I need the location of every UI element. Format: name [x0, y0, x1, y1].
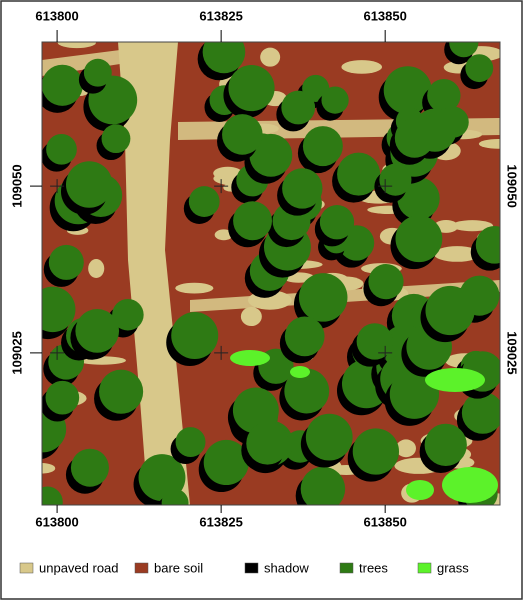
legend-swatch: [245, 563, 258, 573]
tree-crown: [465, 54, 493, 82]
tree-crown: [102, 124, 131, 153]
x-tick-label-top: 613825: [199, 8, 242, 23]
tree-crown: [425, 424, 467, 466]
legend-label: shadow: [264, 560, 309, 575]
x-tick-label-top: 613800: [35, 8, 78, 23]
land-cover-map: [14, 28, 517, 524]
tree-crown: [71, 449, 109, 487]
y-tick-label-left: 109025: [9, 331, 24, 374]
x-tick-label-bottom: 613850: [363, 514, 406, 529]
road-patch: [341, 60, 382, 74]
x-tick-label-bottom: 613800: [35, 514, 78, 529]
grass-patch: [442, 467, 498, 503]
y-tick-label-right: 109050: [505, 164, 520, 207]
grass-patch: [290, 366, 310, 378]
tree-crown: [99, 370, 143, 414]
tree-crown: [46, 381, 80, 415]
tree-crown: [368, 264, 403, 299]
tree-crown: [233, 201, 272, 240]
legend-label: trees: [359, 560, 388, 575]
grass-patch: [230, 350, 270, 366]
grass-patch: [406, 480, 434, 500]
tree-crown: [228, 65, 274, 111]
tree-crown: [320, 205, 354, 239]
tree-crown: [42, 65, 83, 106]
tree-crown: [395, 118, 434, 157]
tree-crown: [176, 427, 206, 457]
tree-crown: [46, 134, 77, 165]
road-patch: [396, 439, 416, 457]
tree-crown: [321, 86, 348, 113]
tree-crown: [246, 422, 288, 464]
tree-crown: [462, 392, 504, 434]
y-tick-label-left: 109050: [9, 164, 24, 207]
tree-crown: [303, 126, 343, 166]
tree-crown: [84, 59, 112, 87]
tree-crown: [66, 161, 113, 208]
tree-crown: [285, 317, 325, 357]
tree-crown: [171, 312, 218, 359]
legend-label: grass: [437, 560, 469, 575]
map-figure: 613800 613800 613825 613825 613850 613850 1090…: [0, 0, 523, 600]
tree-crown: [281, 91, 315, 125]
tree-crown: [353, 428, 399, 474]
tree-crown: [379, 164, 411, 196]
tree-crown: [75, 309, 119, 353]
y-tick-label-right: 109025: [505, 331, 520, 374]
tree-crown: [306, 414, 353, 461]
tree-crown: [189, 186, 220, 217]
legend-swatch: [20, 563, 33, 573]
tree-crown: [282, 168, 322, 208]
road-patch: [241, 307, 262, 326]
x-tick-label-top: 613850: [363, 8, 406, 23]
road-patch: [260, 48, 280, 67]
x-tick-label-bottom: 613825: [199, 514, 242, 529]
legend-swatch: [418, 563, 431, 573]
tree-crown: [396, 215, 443, 262]
tree-crown: [222, 114, 263, 155]
grass-patch: [425, 368, 485, 392]
tree-crown: [425, 286, 474, 335]
legend-label: bare soil: [154, 560, 203, 575]
legend-swatch: [340, 563, 353, 573]
legend-swatch: [135, 563, 148, 573]
tree-crown: [49, 245, 84, 280]
tree-crown: [357, 323, 393, 359]
tree-crown: [299, 273, 348, 322]
road-patch: [175, 283, 213, 294]
tree-crown: [301, 467, 345, 511]
legend-label: unpaved road: [39, 560, 119, 575]
tree-crown: [337, 153, 380, 196]
road-patch: [88, 259, 104, 278]
